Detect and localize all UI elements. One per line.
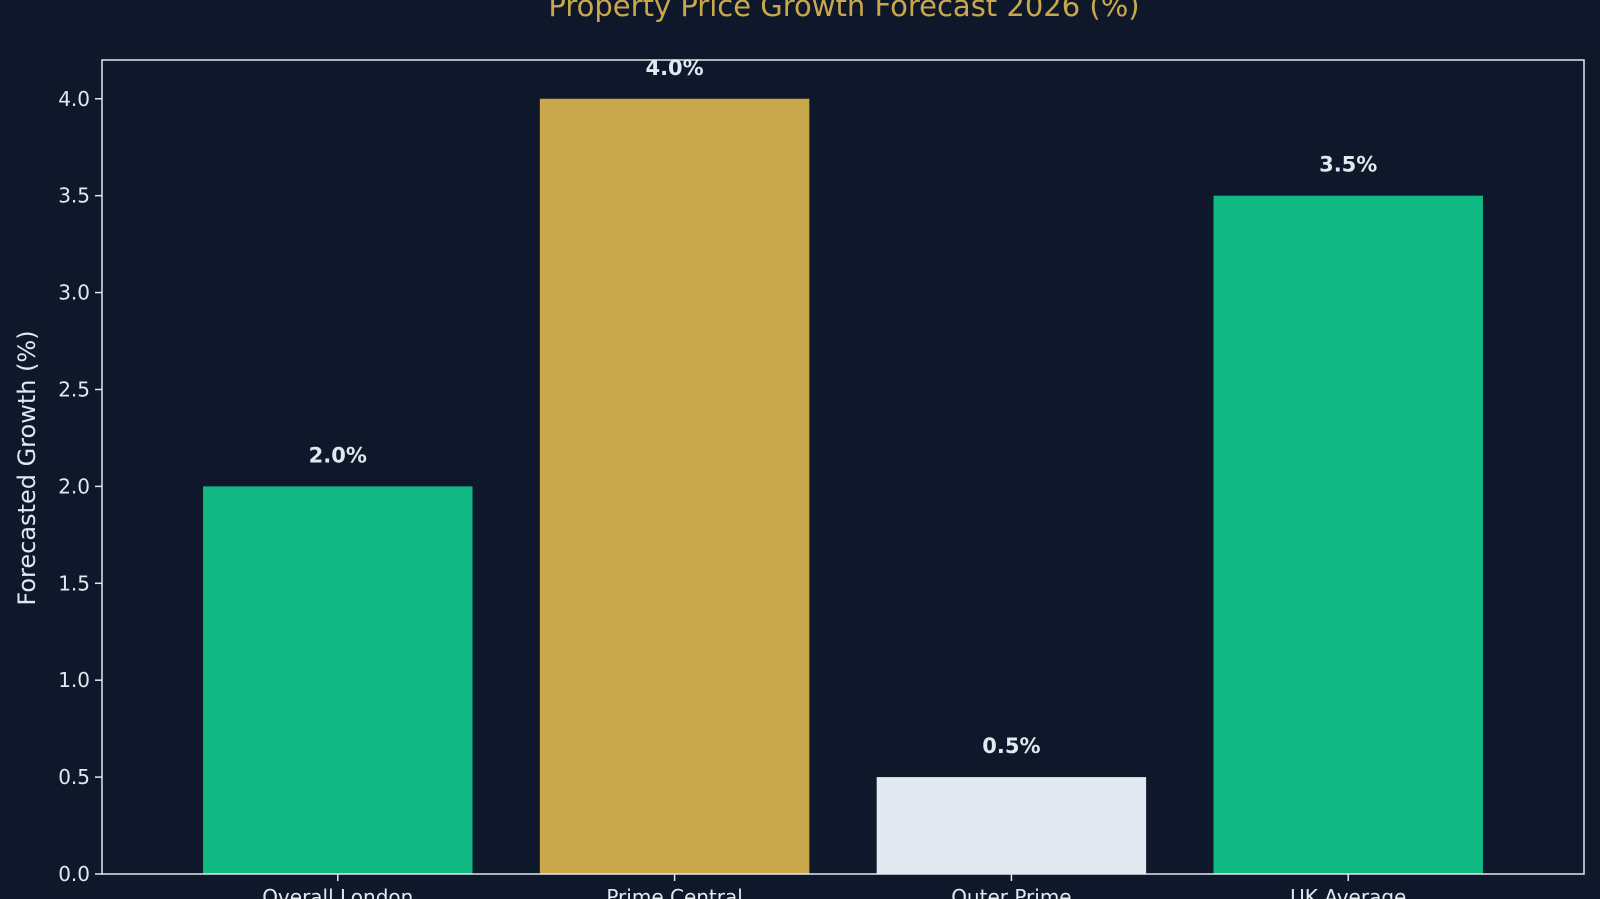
plot-frame bbox=[101, 59, 1585, 875]
bar bbox=[539, 98, 810, 874]
bar-value-label: 2.0% bbox=[309, 443, 367, 467]
y-tick-label: 2.0 bbox=[58, 474, 90, 498]
bar bbox=[203, 486, 473, 874]
chart-title: Property Price Growth Forecast 2026 (%) bbox=[548, 0, 1139, 23]
x-tick-label: Outer Prime bbox=[951, 885, 1071, 899]
y-tick-label: 3.5 bbox=[58, 184, 90, 208]
y-tick-label: 1.0 bbox=[58, 668, 90, 692]
y-tick-label: 3.0 bbox=[58, 281, 90, 305]
bar-value-label: 3.5% bbox=[1319, 153, 1377, 177]
bar-value-label: 0.5% bbox=[982, 734, 1040, 758]
y-tick-label: 2.5 bbox=[58, 377, 90, 401]
y-tick-label: 0.0 bbox=[58, 862, 90, 886]
y-tick-label: 0.5 bbox=[58, 765, 90, 789]
bar bbox=[1213, 195, 1483, 875]
y-axis-label: Forecasted Growth (%) bbox=[13, 330, 41, 605]
bar bbox=[876, 777, 1147, 874]
y-tick-label: 1.5 bbox=[58, 571, 90, 595]
x-tick-label: UK Average bbox=[1290, 885, 1406, 899]
x-tick-label: Overall London bbox=[262, 885, 413, 899]
y-tick-label: 4.0 bbox=[58, 87, 90, 111]
x-tick-label: Prime Central bbox=[606, 885, 742, 899]
